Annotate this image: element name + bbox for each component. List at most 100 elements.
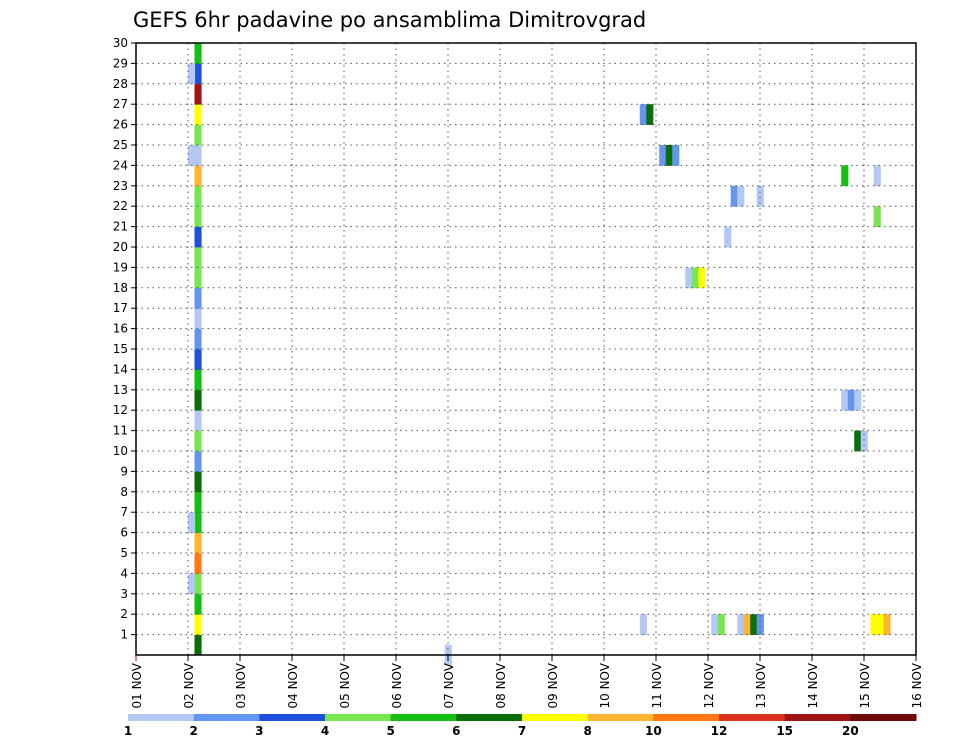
heat-cell	[194, 369, 202, 391]
heat-cell	[717, 614, 725, 635]
colorbar-swatch	[850, 714, 917, 721]
heat-cell	[194, 451, 202, 472]
y-tick-label: 13	[113, 383, 128, 397]
y-axis: 1234567891011121314151617181920212223242…	[113, 36, 136, 642]
heat-cell	[841, 165, 849, 187]
colorbar-swatch	[325, 714, 392, 721]
y-tick-label: 27	[113, 97, 128, 111]
heat-cell	[194, 308, 202, 329]
heat-cell	[194, 471, 202, 493]
colorbar-swatch	[128, 714, 195, 721]
y-tick-label: 24	[113, 158, 128, 172]
heat-cell	[194, 614, 202, 635]
colorbar-label: 4	[321, 724, 329, 738]
heat-cell	[188, 573, 196, 595]
heat-cell	[698, 267, 706, 289]
x-axis: 01 NOV 02 NOV 03 NOV 04 NOV 05 NOV 06 NOV 07 N…	[130, 655, 924, 709]
heat-cell	[883, 614, 891, 635]
heat-cell	[194, 410, 202, 431]
colorbar-swatch	[193, 714, 260, 721]
y-tick-label: 16	[113, 322, 128, 336]
heat-cell	[870, 614, 878, 635]
heat-cell	[873, 206, 881, 227]
heat-cell	[730, 185, 738, 207]
heat-cell	[194, 593, 202, 615]
heat-cell	[194, 226, 202, 248]
x-tick-label: 05 NOV	[338, 662, 352, 708]
x-tick-label: 01 NOV	[130, 662, 144, 708]
heat-cell	[194, 491, 202, 513]
heat-cell	[711, 614, 719, 635]
x-tick-label: 15 NOV	[858, 662, 872, 708]
y-tick-label: 8	[120, 485, 128, 499]
heat-cell	[194, 63, 202, 85]
heat-cell	[841, 389, 849, 411]
heat-cell	[847, 389, 855, 411]
x-tick-label: 07 NOV	[442, 662, 456, 708]
heat-cell	[750, 614, 758, 635]
heat-cell	[685, 267, 693, 289]
y-tick-label: 18	[113, 281, 128, 295]
y-tick-label: 4	[120, 566, 128, 580]
colorbar-label: 6	[452, 724, 460, 738]
heat-cell	[194, 165, 202, 187]
heat-cell	[194, 185, 202, 207]
heat-cell	[672, 145, 680, 166]
y-tick-label: 15	[113, 342, 128, 356]
colorbar-swatch	[587, 714, 654, 721]
y-tick-label: 7	[120, 505, 128, 519]
colorbar-swatch	[719, 714, 786, 721]
heat-cell	[194, 206, 202, 227]
y-tick-label: 19	[113, 260, 128, 274]
y-tick-label: 12	[113, 403, 128, 417]
heat-cell	[194, 532, 202, 554]
heat-cell	[659, 145, 667, 166]
heat-cell	[194, 430, 202, 452]
heat-cell	[194, 349, 202, 370]
x-tick-label: 04 NOV	[286, 662, 300, 708]
y-tick-label: 9	[120, 464, 128, 478]
colorbar-swatch	[390, 714, 457, 721]
colorbar-label: 7	[518, 724, 526, 738]
heat-cell	[194, 389, 202, 411]
heat-cell	[188, 512, 196, 533]
x-tick-label: 13 NOV	[754, 662, 768, 708]
x-tick-label: 16 NOV	[910, 662, 924, 708]
heat-cell	[737, 614, 745, 635]
heat-cell	[188, 63, 196, 85]
y-tick-label: 22	[113, 199, 128, 213]
heat-cell	[724, 226, 732, 248]
x-tick-label: 02 NOV	[182, 662, 196, 708]
heat-cell	[194, 512, 202, 533]
heat-cell	[194, 83, 202, 105]
colorbar-swatch	[653, 714, 720, 721]
colorbar-swatch	[522, 714, 589, 721]
colorbar-label: 2	[189, 724, 197, 738]
heat-cell	[194, 247, 202, 268]
heat-cell	[639, 104, 647, 125]
heat-cell	[854, 389, 862, 411]
x-tick-label: 10 NOV	[598, 662, 612, 708]
y-tick-label: 11	[113, 424, 128, 438]
heat-cell	[194, 145, 202, 166]
y-tick-label: 6	[120, 526, 128, 540]
colorbar-swatch	[784, 714, 851, 721]
heat-cell	[194, 573, 202, 595]
heat-cell	[194, 104, 202, 125]
y-tick-label: 5	[120, 546, 128, 560]
colorbar: 1 2 3 4 5 6 7 8 10 12 15 20	[124, 714, 917, 738]
heat-cell	[756, 185, 764, 207]
heat-cell	[877, 614, 885, 635]
x-tick-label: 12 NOV	[702, 662, 716, 708]
y-tick-label: 21	[113, 220, 128, 234]
y-tick-label: 25	[113, 138, 128, 152]
chart-title: GEFS 6hr padavine po ansamblima Dimitrov…	[133, 8, 646, 32]
colorbar-label: 1	[124, 724, 132, 738]
heat-cell	[194, 124, 202, 146]
heat-cell	[756, 614, 764, 635]
heat-cell	[194, 43, 202, 64]
x-tick-label: 14 NOV	[806, 662, 820, 708]
colorbar-label: 15	[776, 724, 793, 738]
heat-cell	[665, 145, 673, 166]
